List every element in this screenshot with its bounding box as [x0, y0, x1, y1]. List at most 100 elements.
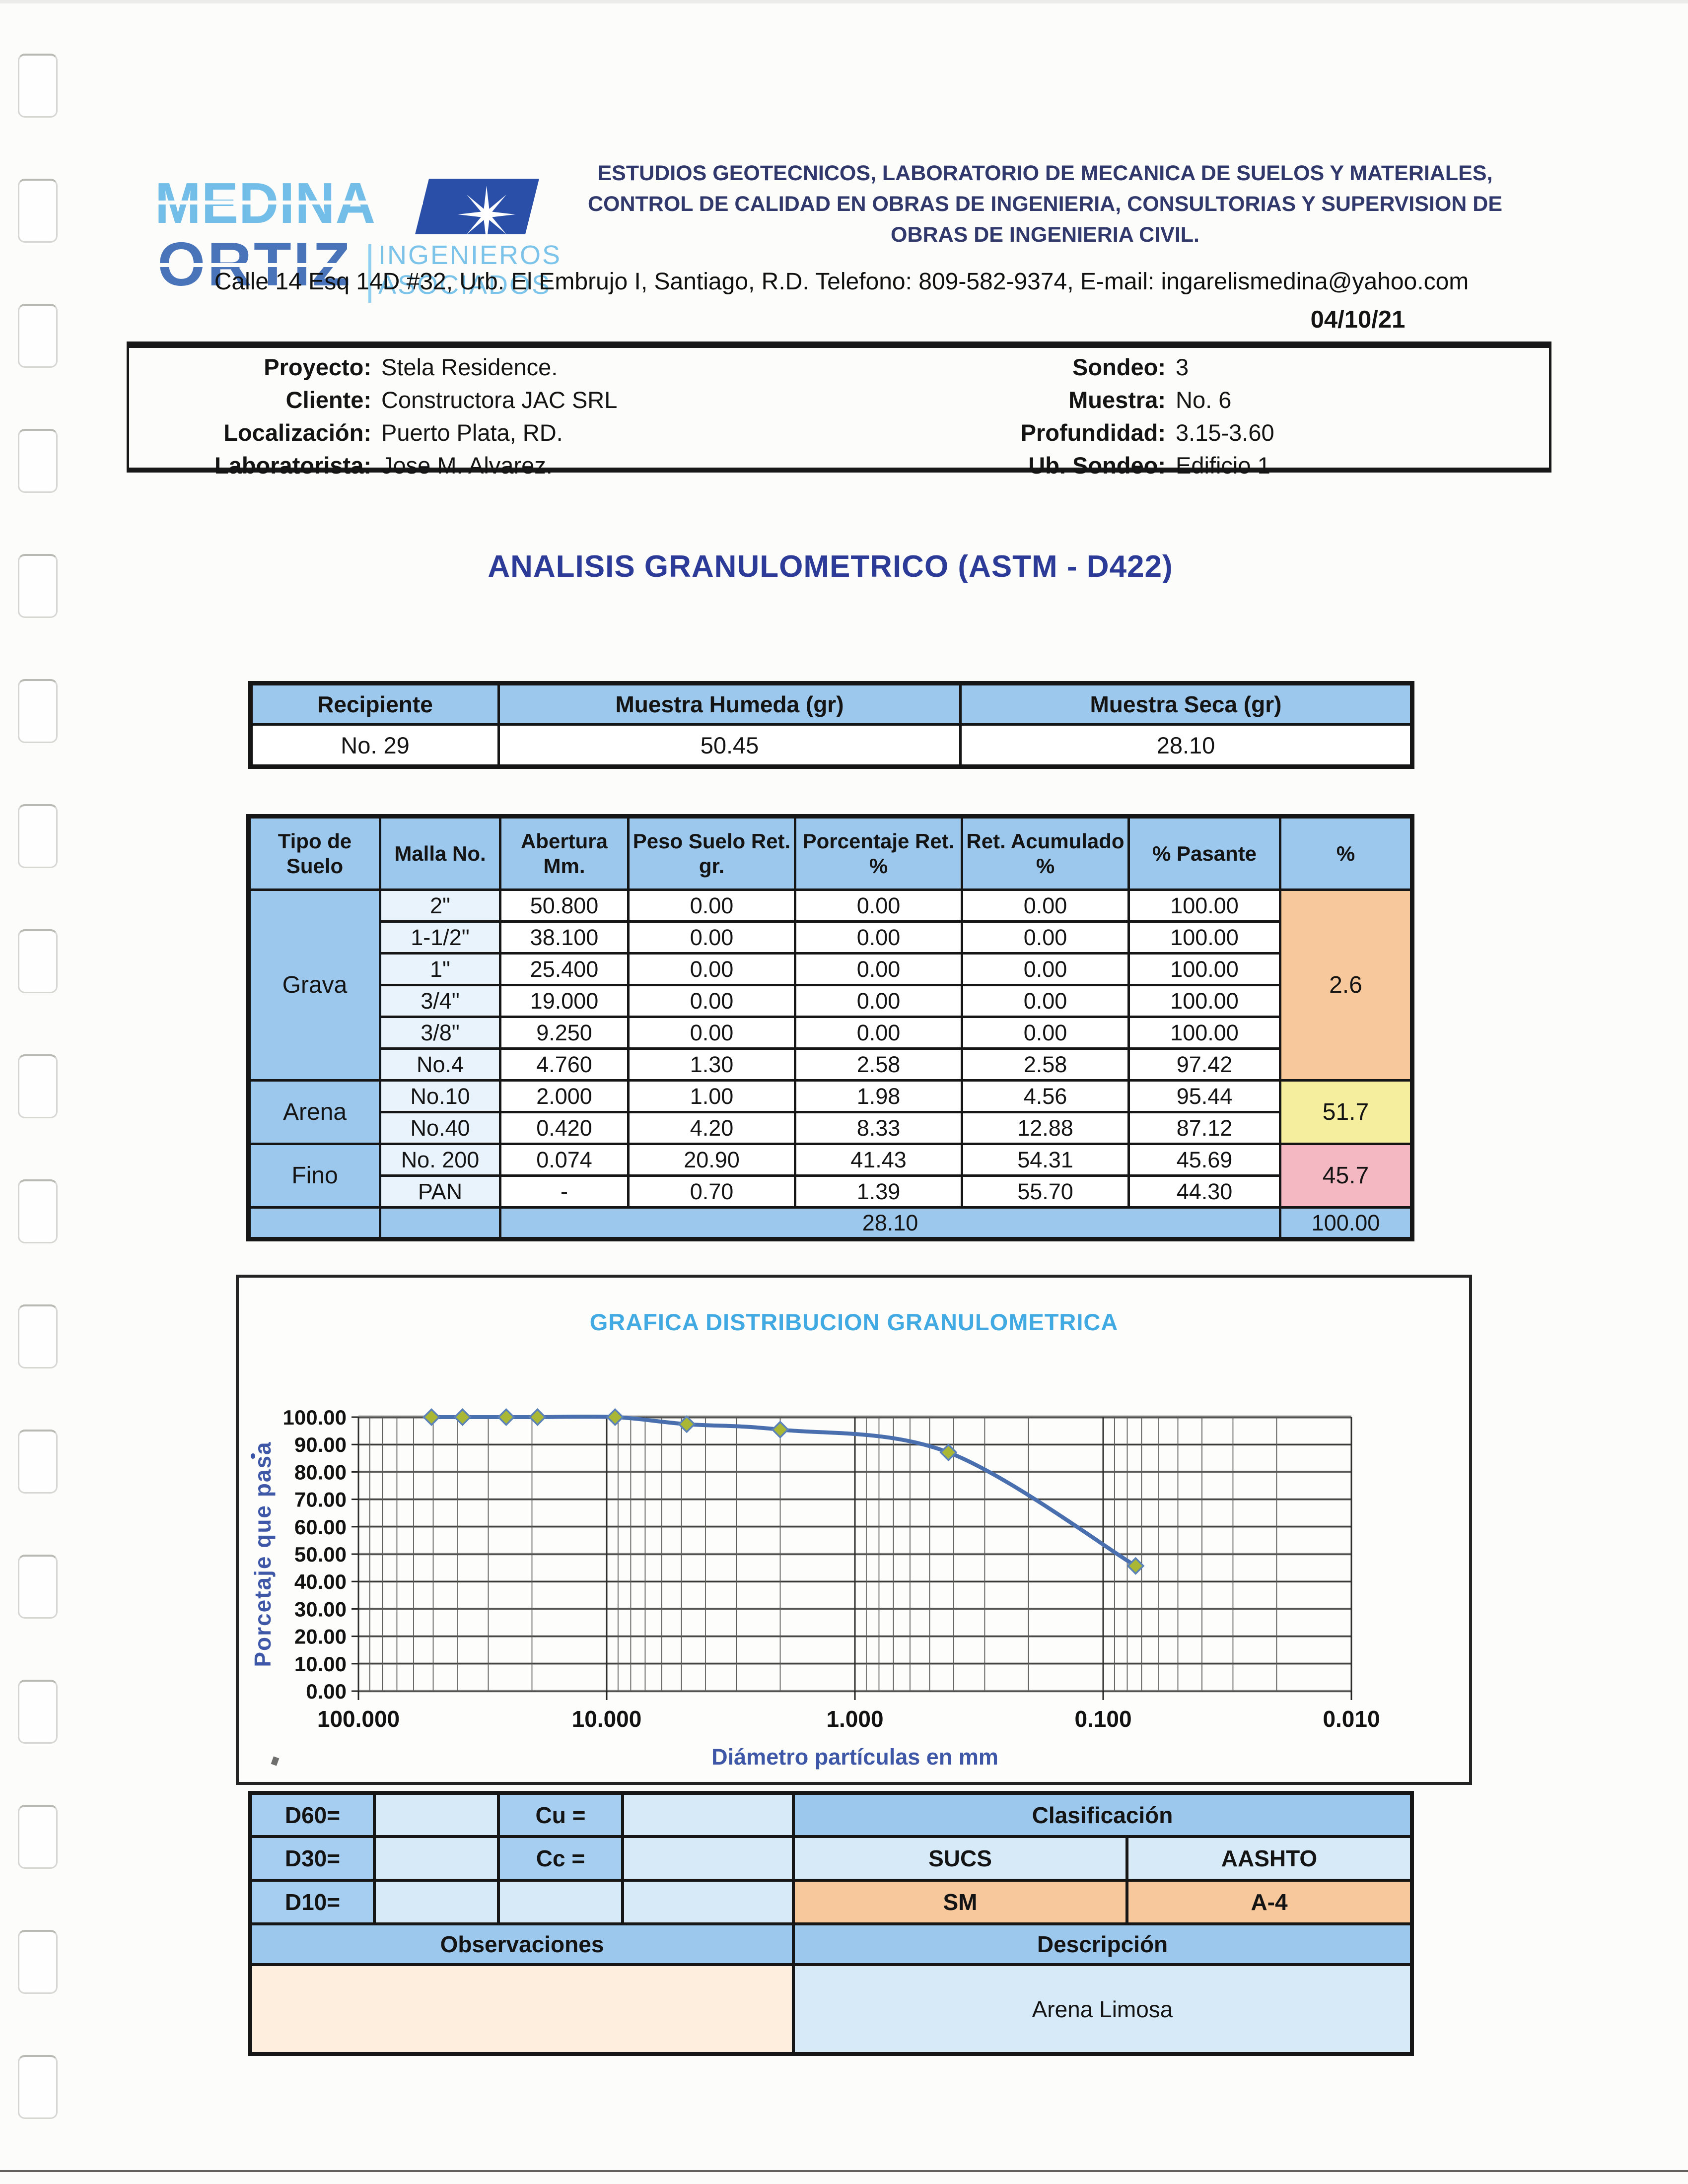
logo-subtitle-line1: INGENIEROS	[378, 240, 562, 270]
x-tick-label: 100.000	[317, 1706, 400, 1732]
data-cell: 87.12	[1127, 1111, 1281, 1145]
data-cell: 1.00	[627, 1079, 796, 1113]
mesh-cell: 1-1/2"	[379, 920, 501, 955]
data-cell: 0.00	[794, 888, 963, 923]
sample-value-recipiente: No. 29	[249, 723, 500, 768]
scan-speck-blue	[251, 1453, 255, 1459]
data-point-marker	[453, 1408, 472, 1427]
data-cell: 0.00	[794, 1016, 963, 1050]
data-cell: 0.00	[627, 984, 796, 1018]
binder-hole	[18, 929, 58, 993]
sieve-total-row: 28.10 100.00	[247, 1206, 1413, 1240]
binder-hole	[18, 2055, 58, 2119]
sucs-value: SM	[792, 1879, 1128, 1925]
data-cell: 38.100	[499, 920, 630, 955]
data-cell: 0.00	[961, 920, 1130, 955]
d60-label: D60=	[249, 1791, 376, 1838]
data-cell: 50.800	[499, 888, 630, 923]
data-cell: 0.00	[627, 1016, 796, 1050]
data-cell: 55.70	[961, 1174, 1130, 1209]
sample-header-humeda: Muestra Humeda (gr)	[497, 682, 962, 726]
sieve-header-4: Porcentaje Ret.%	[794, 815, 963, 891]
sieve-header-2: Abertura Mm.	[499, 815, 630, 891]
logo-subtitle: INGENIEROS ASOCIADOS	[378, 240, 562, 300]
report-date: 04/10/21	[1310, 306, 1406, 333]
sieve-header-6: % Pasante	[1127, 815, 1281, 891]
binder-hole	[18, 1805, 58, 1869]
observaciones-header: Observaciones	[249, 1922, 795, 1966]
data-cell: 2.58	[794, 1047, 963, 1082]
data-cell: 0.00	[961, 1016, 1130, 1050]
x-tick-label: 10.000	[572, 1706, 642, 1732]
mesh-cell: 3/4"	[379, 984, 501, 1018]
y-tick-label: 40.00	[294, 1570, 347, 1593]
y-tick-label: 60.00	[294, 1515, 347, 1539]
chart-plot-area: 100.00 90.00 80.00 70.00 60.00 50.00 40.00 30.0…	[250, 1406, 1380, 1770]
chart-title: GRAFICA DISTRIBUCION GRANULOMETRICA	[589, 1309, 1119, 1335]
info-value-left-2: Puerto Plata, RD.	[381, 419, 563, 446]
info-value-right-1: No. 6	[1176, 387, 1232, 413]
x-tick-label: 0.010	[1323, 1706, 1380, 1732]
d10-value	[373, 1879, 500, 1925]
sieve-header-0: Tipo de Suelo	[247, 815, 381, 891]
empty-cell	[247, 1206, 381, 1240]
logo-slit-top	[155, 201, 423, 205]
binder-hole	[18, 179, 58, 243]
binder-hole	[18, 1930, 58, 1994]
info-value-left-1: Constructora JAC SRL	[381, 387, 618, 413]
info-label-left-3: Laboratorista:	[214, 452, 371, 478]
data-cell: 1.98	[794, 1079, 963, 1113]
description-line: CONTROL DE CALIDAD EN OBRAS DE INGENIERI…	[587, 192, 1503, 216]
cc-label: Cc =	[497, 1835, 624, 1882]
cc-value	[621, 1835, 795, 1882]
data-point-marker	[678, 1415, 696, 1433]
binder-hole	[18, 1680, 58, 1744]
x-axis-label: Diámetro partículas en mm	[711, 1744, 998, 1770]
data-cell: 0.00	[627, 920, 796, 955]
info-value-right-3: Edificio 1	[1176, 452, 1270, 478]
data-cell: 0.00	[794, 984, 963, 1018]
y-tick-label: 90.00	[294, 1433, 347, 1456]
total-percent-cell: 100.00	[1279, 1206, 1413, 1240]
y-tick-label: 50.00	[294, 1543, 347, 1566]
soil-type-cell: Arena	[247, 1079, 381, 1145]
y-tick-label: 100.00	[283, 1406, 347, 1429]
binder-hole	[18, 1430, 58, 1494]
binder-hole	[18, 429, 58, 493]
data-cell: 25.400	[499, 952, 630, 986]
cu-label: Cu =	[497, 1791, 624, 1838]
data-cell: 1.30	[627, 1047, 796, 1082]
project-info-table: Proyecto: Stela Residence. Cliente: Constru…	[127, 341, 1551, 478]
sieve-header-3: Peso Suelo Ret. gr.	[627, 815, 796, 891]
y-tick-label: 80.00	[294, 1460, 347, 1484]
empty-cell	[497, 1879, 624, 1925]
data-cell: 100.00	[1127, 888, 1281, 923]
data-cell: 0.70	[627, 1174, 796, 1209]
group-percent-cell: 51.7	[1279, 1079, 1413, 1145]
aashto-header: AASHTO	[1125, 1835, 1413, 1882]
data-cell: -	[499, 1174, 630, 1209]
sample-value-seca: 28.10	[959, 723, 1413, 768]
cu-value	[621, 1791, 795, 1838]
info-label-left-1: Cliente:	[285, 387, 371, 413]
clasificacion-header: Clasificación	[792, 1791, 1413, 1838]
data-point-marker	[528, 1408, 547, 1427]
sieve-row: 3/4" 19.000 0.00 0.00 0.00 100.00	[249, 984, 1412, 1018]
d60-value	[373, 1791, 500, 1838]
series-line	[431, 1414, 1137, 1568]
data-cell: 2.58	[961, 1047, 1130, 1082]
binder-hole	[18, 804, 58, 868]
mesh-cell: 3/8"	[379, 1016, 501, 1050]
grain-size-chart: GRAFICA DISTRIBUCION GRANULOMETRICA 100.…	[236, 1275, 1472, 1785]
data-cell: 0.00	[961, 984, 1130, 1018]
descripcion-value: Arena Limosa	[792, 1963, 1413, 2055]
scan-bottom-line	[0, 2170, 1688, 2172]
sieve-row: Grava 2" 50.800 0.00 0.00 0.00 100.00 2.6	[247, 888, 1413, 1082]
data-cell: 8.33	[794, 1111, 963, 1145]
logo-subtitle-line2: ASOCIADOS	[378, 270, 552, 300]
soil-type-cell: Grava	[247, 888, 381, 1082]
data-cell: 100.00	[1127, 920, 1281, 955]
data-point-marker	[497, 1408, 515, 1427]
x-tick-label: 1.000	[826, 1706, 883, 1732]
logo-divider	[368, 244, 371, 303]
